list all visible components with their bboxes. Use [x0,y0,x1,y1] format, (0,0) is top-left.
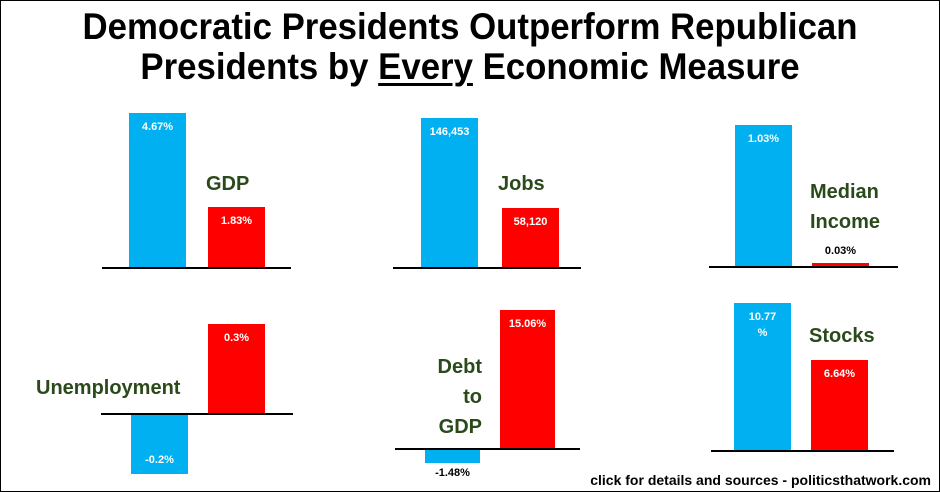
republican-bar [502,208,559,268]
axis-baseline [395,448,580,450]
axis-baseline [393,267,581,269]
category-line: to [463,386,482,408]
title-text: Economic Measure [472,46,800,87]
category-unemployment: Unemployment [36,377,181,399]
category-line: GDP [438,416,482,438]
republican-bar [208,207,265,268]
category-stocks: Stocks [809,325,875,347]
democratic-bar [129,112,186,268]
title-emphasis: Every [378,46,473,87]
category-median-income: Median Income [810,177,880,237]
chart-title-line2: Presidents by Every Economic Measure [29,47,911,87]
footer-link[interactable]: click for details and sources - politics… [590,472,931,488]
value-label: 146,453 [429,126,470,139]
republican-bar [811,359,868,451]
title-text: Presidents by [140,46,379,87]
category-line: Income [810,211,881,233]
democratic-bar [734,303,791,451]
value-label: -1.48% [435,466,470,479]
democratic-bar [425,449,480,463]
value-label: 15.06% [508,317,547,330]
value-label: 1.03% [747,132,780,145]
republican-bar [812,262,869,267]
democratic-bar [735,124,792,267]
value-label: 58,120 [513,216,548,229]
value-label: 6.64% [823,367,856,380]
value-label: 10.77 % [748,311,777,340]
category-jobs: Jobs [498,173,545,195]
axis-baseline [101,413,293,415]
value-label: 0.03% [824,244,857,257]
democratic-bar [421,118,478,268]
axis-baseline [709,266,898,268]
category-line: Debt [437,356,482,378]
republican-bar [500,309,555,449]
category-debt-to-gdp: Debt to GDP [401,352,482,442]
axis-baseline [102,267,291,269]
axis-baseline [711,450,894,452]
chart-title-line1: Democratic Presidents Outperform Republi… [82,6,858,47]
democratic-bar [131,414,188,474]
value-label: 0.3% [223,332,250,344]
republican-bar [208,324,265,414]
value-label: -0.2% [145,454,174,466]
category-gdp: GDP [206,173,250,195]
value-label: 4.67% [141,120,174,133]
value-label: 1.83% [220,215,253,228]
category-line: Median [810,181,879,203]
